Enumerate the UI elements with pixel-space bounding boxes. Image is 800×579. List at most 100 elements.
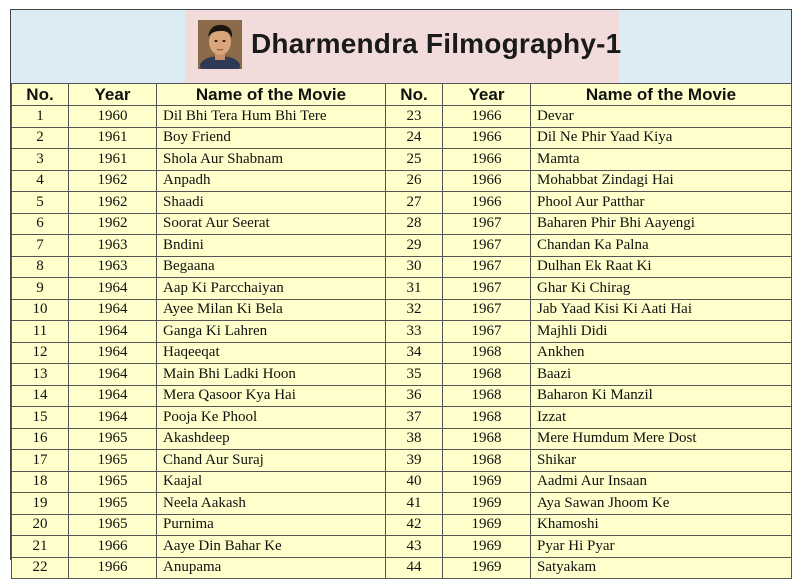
- movie-year: 1965: [68, 427, 157, 450]
- movie-name: Baharon Ki Manzil: [530, 384, 792, 407]
- filmography-sheet: Dharmendra Filmography-1 No. Year Name o…: [10, 9, 792, 579]
- movie-year: 1963: [68, 234, 157, 257]
- movie-number: 31: [385, 277, 443, 300]
- movie-name: Aaye Din Bahar Ke: [156, 535, 386, 558]
- movie-year: 1969: [442, 492, 531, 515]
- movie-number: 28: [385, 212, 443, 235]
- movie-year: 1969: [442, 556, 531, 579]
- movie-number: 36: [385, 384, 443, 407]
- movie-year: 1965: [68, 492, 157, 515]
- movie-name: Ankhen: [530, 341, 792, 364]
- movie-number: 24: [385, 126, 443, 149]
- movie-year: 1964: [68, 298, 157, 321]
- movie-year: 1969: [442, 513, 531, 536]
- movie-year: 1969: [442, 535, 531, 558]
- header-band: Dharmendra Filmography-1: [11, 10, 791, 84]
- movie-number: 34: [385, 341, 443, 364]
- movie-name: Dil Bhi Tera Hum Bhi Tere: [156, 105, 386, 128]
- movie-number: 32: [385, 298, 443, 321]
- movie-name: Akashdeep: [156, 427, 386, 450]
- movie-year: 1968: [442, 384, 531, 407]
- movie-number: 14: [11, 384, 69, 407]
- movie-year: 1964: [68, 406, 157, 429]
- movie-year: 1962: [68, 212, 157, 235]
- movie-name: Devar: [530, 105, 792, 128]
- table-row: 13 1964 Main Bhi Ladki Hoon 35 1968 Baazi: [11, 363, 792, 386]
- movie-year: 1967: [442, 212, 531, 235]
- movie-number: 38: [385, 427, 443, 450]
- movie-number: 10: [11, 298, 69, 321]
- movie-year: 1966: [442, 126, 531, 149]
- movie-year: 1965: [68, 470, 157, 493]
- movie-year: 1966: [442, 148, 531, 171]
- table-row: 5 1962 Shaadi 27 1966 Phool Aur Patthar: [11, 191, 792, 214]
- movie-name: Aadmi Aur Insaan: [530, 470, 792, 493]
- movie-number: 17: [11, 449, 69, 472]
- movie-name: Pyar Hi Pyar: [530, 535, 792, 558]
- movie-name: Aya Sawan Jhoom Ke: [530, 492, 792, 515]
- movie-name: Phool Aur Patthar: [530, 191, 792, 214]
- movie-number: 35: [385, 363, 443, 386]
- movie-year: 1962: [68, 169, 157, 192]
- movie-name: Mera Qasoor Kya Hai: [156, 384, 386, 407]
- movie-year: 1969: [442, 470, 531, 493]
- movie-name: Soorat Aur Seerat: [156, 212, 386, 235]
- movie-year: 1964: [68, 320, 157, 343]
- movie-number: 41: [385, 492, 443, 515]
- movie-year: 1962: [68, 191, 157, 214]
- table-row: 16 1965 Akashdeep 38 1968 Mere Humdum Mere Do…: [11, 427, 792, 450]
- column-header-year: Year: [68, 83, 157, 106]
- movie-name: Bndini: [156, 234, 386, 257]
- movie-name: Anpadh: [156, 169, 386, 192]
- movie-number: 23: [385, 105, 443, 128]
- movie-number: 7: [11, 234, 69, 257]
- movie-name: Dulhan Ek Raat Ki: [530, 255, 792, 278]
- movie-name: Ghar Ki Chirag: [530, 277, 792, 300]
- movie-number: 22: [11, 556, 69, 579]
- movie-number: 20: [11, 513, 69, 536]
- movie-name: Main Bhi Ladki Hoon: [156, 363, 386, 386]
- movie-number: 18: [11, 470, 69, 493]
- movie-year: 1968: [442, 341, 531, 364]
- table-row: 17 1965 Chand Aur Suraj 39 1968 Shikar: [11, 449, 792, 472]
- movie-year: 1968: [442, 406, 531, 429]
- movie-number: 5: [11, 191, 69, 214]
- table-row: 4 1962 Anpadh 26 1966 Mohabbat Zindagi Hai: [11, 169, 792, 192]
- title-box: Dharmendra Filmography-1: [185, 10, 621, 83]
- table-row: 12 1964 Haqeeqat 34 1968 Ankhen: [11, 341, 792, 364]
- table-row: 8 1963 Begaana 30 1967 Dulhan Ek Raat Ki: [11, 255, 792, 278]
- movie-year: 1966: [68, 556, 157, 579]
- movie-number: 21: [11, 535, 69, 558]
- movie-name: Purnima: [156, 513, 386, 536]
- movie-year: 1964: [68, 363, 157, 386]
- filmography-table: No. Year Name of the Movie No. Year Name…: [11, 83, 792, 579]
- movie-year: 1965: [68, 449, 157, 472]
- table-row: 20 1965 Purnima 42 1969 Khamoshi: [11, 513, 792, 536]
- table-row: 15 1964 Pooja Ke Phool 37 1968 Izzat: [11, 406, 792, 429]
- movie-year: 1966: [442, 105, 531, 128]
- movie-name: Khamoshi: [530, 513, 792, 536]
- movie-year: 1967: [442, 298, 531, 321]
- movie-name: Begaana: [156, 255, 386, 278]
- movie-name: Aap Ki Parcchaiyan: [156, 277, 386, 300]
- movie-year: 1964: [68, 277, 157, 300]
- table-row: 9 1964 Aap Ki Parcchaiyan 31 1967 Ghar Ki Chi…: [11, 277, 792, 300]
- movie-name: Satyakam: [530, 556, 792, 579]
- movie-number: 44: [385, 556, 443, 579]
- movie-number: 16: [11, 427, 69, 450]
- column-header-movie: Name of the Movie: [530, 83, 792, 106]
- column-header-year: Year: [442, 83, 531, 106]
- column-header-no: No.: [11, 83, 69, 106]
- movie-name: Pooja Ke Phool: [156, 406, 386, 429]
- movie-name: Jab Yaad Kisi Ki Aati Hai: [530, 298, 792, 321]
- movie-name: Baazi: [530, 363, 792, 386]
- movie-number: 2: [11, 126, 69, 149]
- movie-number: 8: [11, 255, 69, 278]
- movie-year: 1966: [442, 169, 531, 192]
- movie-number: 12: [11, 341, 69, 364]
- movie-year: 1961: [68, 148, 157, 171]
- movie-year: 1964: [68, 341, 157, 364]
- table-row: 3 1961 Shola Aur Shabnam 25 1966 Mamta: [11, 148, 792, 171]
- table-row: 19 1965 Neela Aakash 41 1969 Aya Sawan Jhoom …: [11, 492, 792, 515]
- movie-year: 1968: [442, 427, 531, 450]
